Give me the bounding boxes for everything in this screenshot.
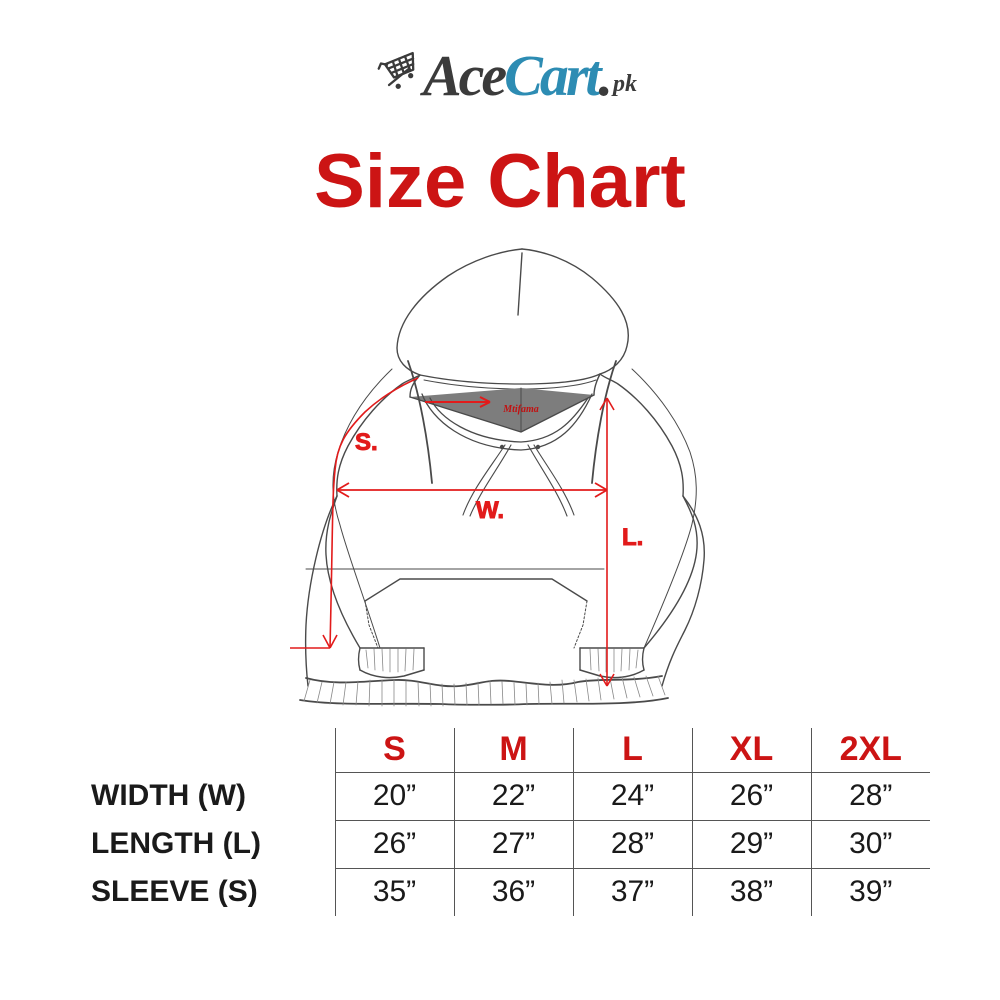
svg-text:S.: S. <box>355 429 378 456</box>
svg-text:Mtifama: Mtifama <box>502 404 539 415</box>
svg-text:L.: L. <box>622 524 643 551</box>
svg-text:W.: W. <box>476 497 504 524</box>
